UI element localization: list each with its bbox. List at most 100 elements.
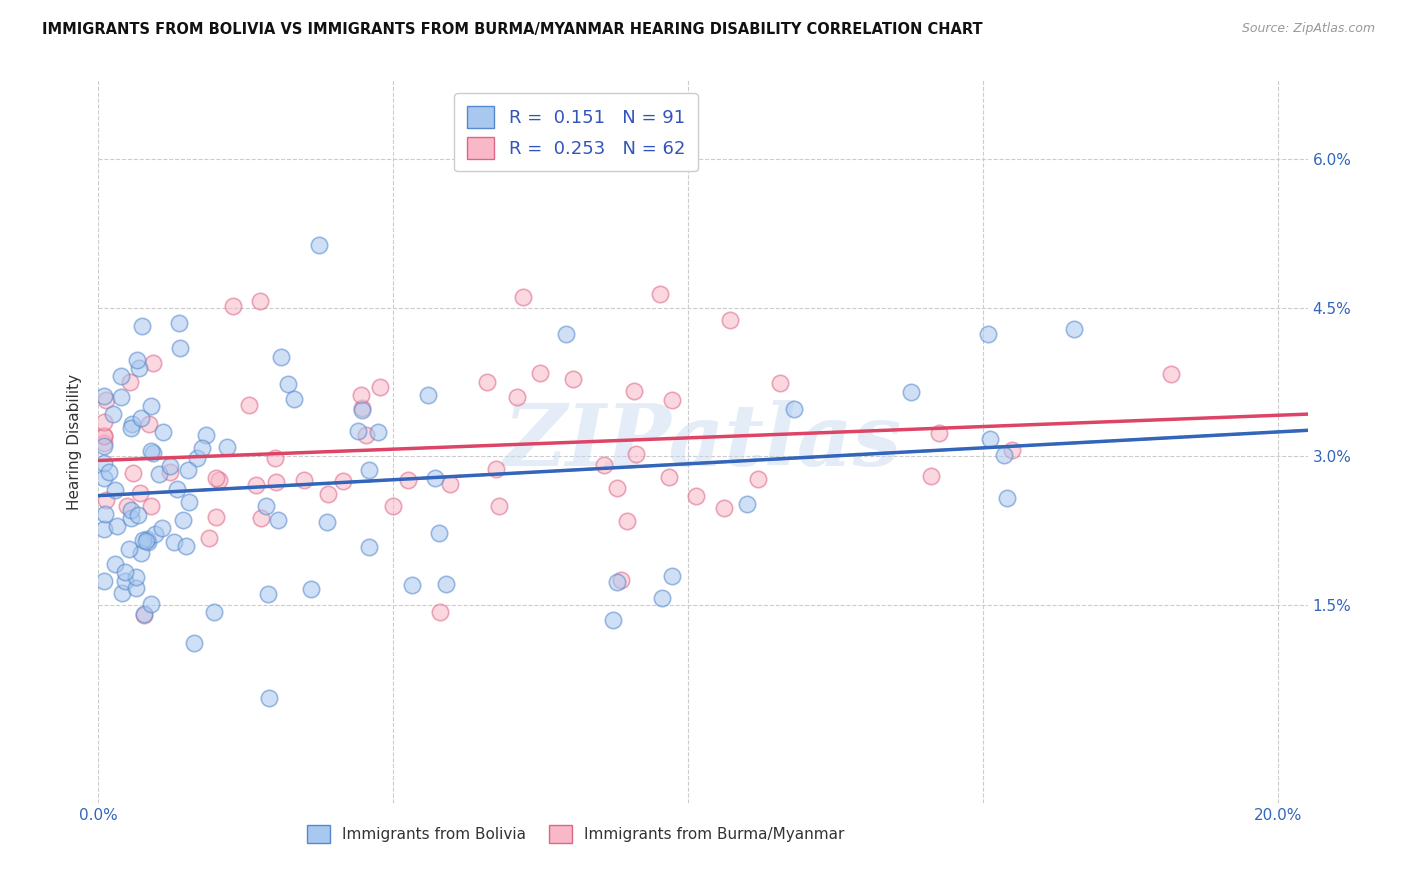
Point xyxy=(993,448,1015,462)
Point xyxy=(159,465,181,479)
Point xyxy=(616,514,638,528)
Point xyxy=(152,425,174,439)
Text: ZIPatlas: ZIPatlas xyxy=(503,400,903,483)
Point xyxy=(299,582,322,596)
Point xyxy=(120,511,142,525)
Y-axis label: Hearing Disability: Hearing Disability xyxy=(67,374,83,509)
Point xyxy=(93,429,115,443)
Point xyxy=(93,471,115,485)
Point xyxy=(94,507,117,521)
Point xyxy=(120,375,142,389)
Point xyxy=(117,499,139,513)
Point xyxy=(169,342,191,356)
Point xyxy=(316,516,339,530)
Point xyxy=(555,327,578,342)
Point xyxy=(142,446,165,460)
Point xyxy=(661,569,683,583)
Point xyxy=(198,531,221,545)
Point xyxy=(110,368,132,383)
Point xyxy=(648,286,671,301)
Point xyxy=(139,597,162,611)
Point xyxy=(602,613,624,627)
Point xyxy=(93,436,115,450)
Point xyxy=(96,392,118,407)
Point xyxy=(186,450,208,465)
Point xyxy=(257,690,280,705)
Point xyxy=(316,487,339,501)
Point xyxy=(713,501,735,516)
Point xyxy=(606,574,628,589)
Point xyxy=(277,377,299,392)
Point xyxy=(202,605,225,619)
Point xyxy=(416,387,439,401)
Point xyxy=(475,376,498,390)
Point xyxy=(142,356,165,370)
Point xyxy=(93,456,115,470)
Point xyxy=(163,535,186,549)
Point xyxy=(148,467,170,481)
Point xyxy=(166,482,188,496)
Point xyxy=(976,326,998,341)
Point xyxy=(132,533,155,547)
Point xyxy=(308,238,330,252)
Point xyxy=(367,425,389,439)
Point xyxy=(254,499,277,513)
Point xyxy=(93,389,115,403)
Point xyxy=(134,607,156,622)
Point xyxy=(439,477,461,491)
Point xyxy=(194,428,217,442)
Point xyxy=(359,463,381,477)
Point xyxy=(249,294,271,309)
Point xyxy=(135,533,157,548)
Point xyxy=(270,350,292,364)
Point xyxy=(332,474,354,488)
Point xyxy=(208,473,231,487)
Point xyxy=(114,574,136,589)
Point xyxy=(125,570,148,584)
Point xyxy=(529,367,551,381)
Point xyxy=(347,425,370,439)
Point xyxy=(623,384,645,399)
Point xyxy=(257,587,280,601)
Point xyxy=(172,513,194,527)
Point xyxy=(217,440,239,454)
Point xyxy=(401,578,423,592)
Legend: Immigrants from Bolivia, Immigrants from Burma/Myanmar: Immigrants from Bolivia, Immigrants from… xyxy=(301,819,851,849)
Point xyxy=(93,522,115,536)
Point xyxy=(138,417,160,431)
Point xyxy=(222,299,245,313)
Point xyxy=(129,546,152,560)
Point xyxy=(143,527,166,541)
Point xyxy=(382,500,405,514)
Point xyxy=(114,565,136,579)
Point xyxy=(120,421,142,435)
Point xyxy=(610,573,633,587)
Point xyxy=(245,478,267,492)
Point xyxy=(101,407,124,421)
Point xyxy=(110,390,132,404)
Point xyxy=(783,401,806,416)
Point xyxy=(105,519,128,533)
Point xyxy=(111,585,134,599)
Point xyxy=(136,532,159,546)
Point xyxy=(292,473,315,487)
Point xyxy=(606,481,628,495)
Point xyxy=(128,360,150,375)
Point xyxy=(104,483,127,497)
Point xyxy=(264,475,287,489)
Point xyxy=(349,388,371,402)
Point xyxy=(562,372,585,386)
Point xyxy=(429,605,451,619)
Point xyxy=(1000,443,1022,458)
Point xyxy=(238,398,260,412)
Point xyxy=(191,441,214,455)
Point xyxy=(104,557,127,571)
Point xyxy=(177,463,200,477)
Point xyxy=(283,392,305,407)
Point xyxy=(132,608,155,623)
Point xyxy=(131,318,153,333)
Point xyxy=(167,316,190,330)
Point xyxy=(93,574,115,588)
Point xyxy=(118,541,141,556)
Text: IMMIGRANTS FROM BOLIVIA VS IMMIGRANTS FROM BURMA/MYANMAR HEARING DISABILITY CORR: IMMIGRANTS FROM BOLIVIA VS IMMIGRANTS FR… xyxy=(42,22,983,37)
